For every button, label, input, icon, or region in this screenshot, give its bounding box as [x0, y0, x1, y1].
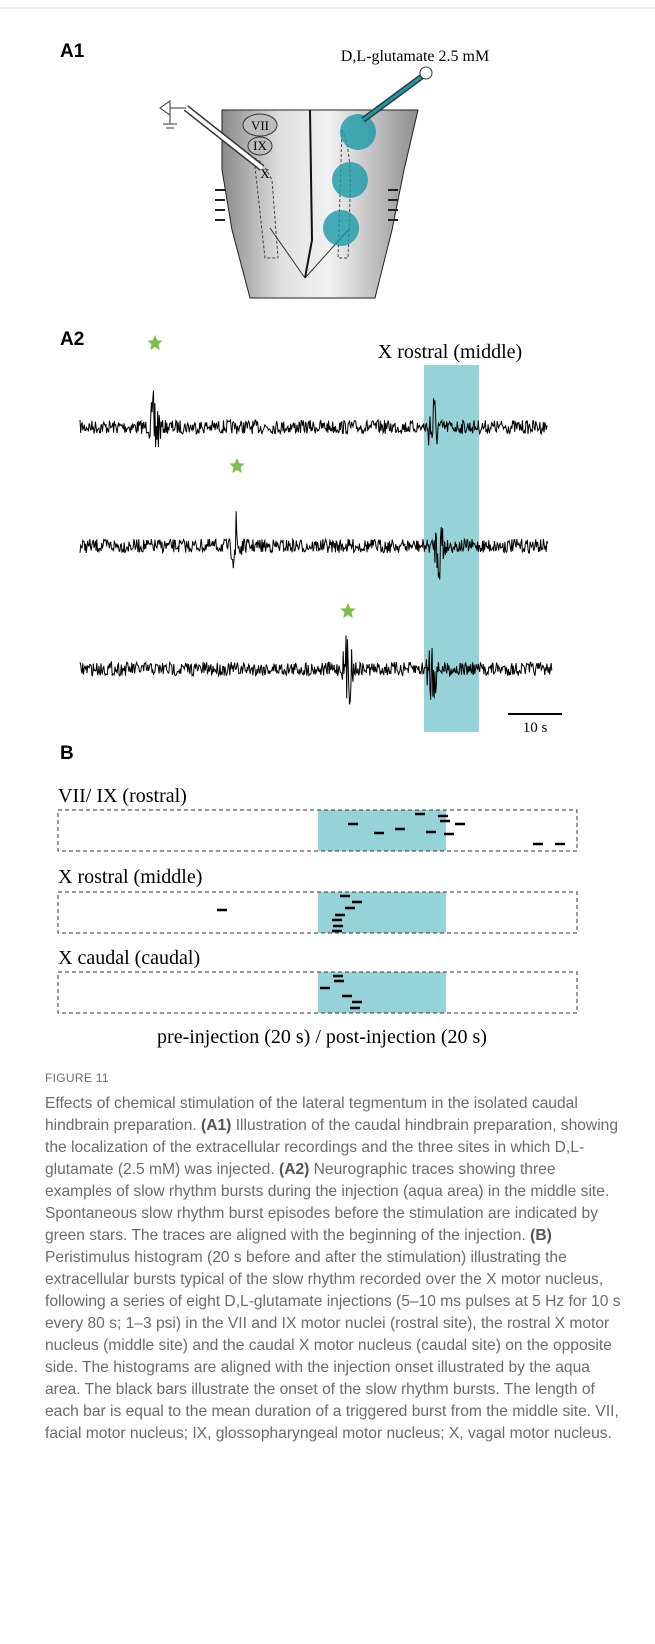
- axis-label: pre-injection (20 s) / post-injection (2…: [157, 1026, 487, 1048]
- row-label: VII/ IX (rostral): [58, 785, 187, 807]
- nucleus-label: IX: [253, 138, 267, 153]
- stars: [147, 335, 355, 618]
- figure: A1 D,L-glutamate 2.5 mM VII IX X A2 X ro…: [0, 0, 655, 1065]
- panel-label: A2: [60, 329, 84, 350]
- traces: [80, 390, 552, 704]
- row-label: X caudal (caudal): [58, 947, 200, 969]
- caption-text: (B): [530, 1227, 552, 1244]
- caption-title: FIGURE 11: [45, 1071, 109, 1085]
- scale-label: 10 s: [523, 720, 548, 736]
- page: A1 D,L-glutamate 2.5 mM VII IX X A2 X ro…: [0, 0, 655, 1644]
- row-label: X rostral (middle): [58, 866, 202, 888]
- panel-label: A1: [60, 41, 85, 62]
- raster-boxes: [58, 810, 577, 1013]
- caption-text: (A1): [201, 1117, 231, 1134]
- nucleus-label: X: [260, 166, 270, 181]
- trace-title: X rostral (middle): [378, 341, 522, 363]
- caption-text: Peristimulus histogram (20 s before and …: [45, 1249, 621, 1442]
- panel-label: B: [60, 743, 74, 764]
- trace: [80, 636, 552, 705]
- brainstem-diagram: [160, 67, 432, 298]
- caption-text: (A2): [279, 1161, 309, 1178]
- caption: Effects of chemical stimulation of the l…: [45, 1093, 625, 1445]
- nucleus-label: VII: [251, 118, 269, 133]
- pipette-label: D,L-glutamate 2.5 mM: [341, 48, 489, 65]
